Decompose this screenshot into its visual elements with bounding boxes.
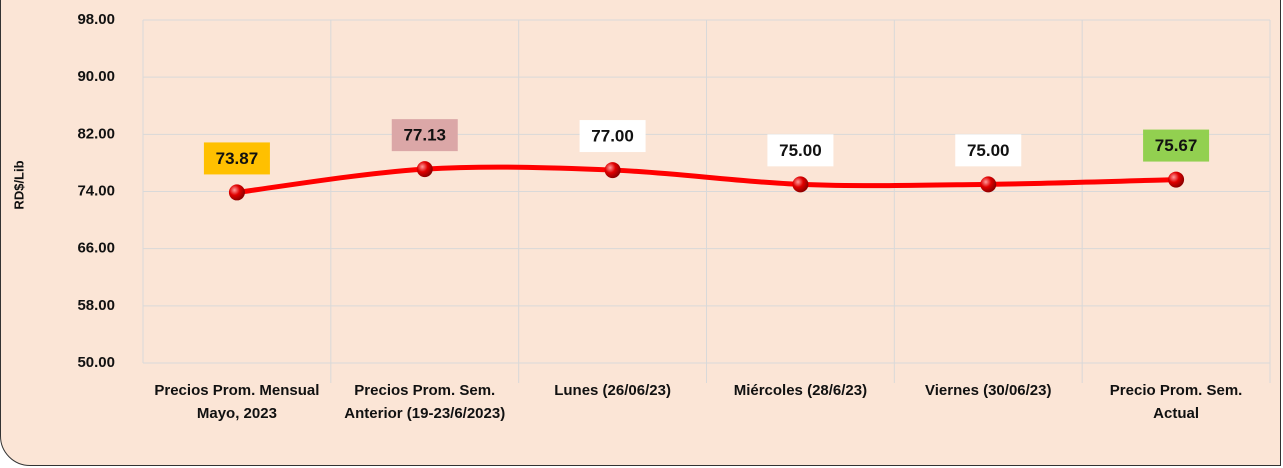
- data-label: 73.87: [216, 149, 259, 168]
- y-tick-label: 50.00: [77, 354, 115, 371]
- data-point: [604, 162, 621, 179]
- line: [234, 164, 1179, 195]
- data-label-box: [391, 119, 458, 152]
- y-tick-label: 58.00: [77, 297, 115, 314]
- y-tick-label: 66.00: [77, 240, 115, 257]
- x-tick-label: Lunes (26/06/23): [554, 382, 671, 399]
- data-point: [792, 176, 809, 193]
- data-label: 75.00: [967, 141, 1010, 160]
- data-point: [980, 176, 997, 193]
- x-tick-label: Precios Prom. Mensual Mayo, 2023: [154, 382, 320, 422]
- x-tick-label: Viernes (30/06/23): [925, 382, 1052, 399]
- data-label-box: [203, 142, 270, 175]
- x-tick-label: Miércoles (28/6/23): [733, 382, 868, 399]
- y-axis-title: RD$/Lib: [11, 160, 26, 209]
- data-point: [416, 161, 433, 178]
- data-label: 75.00: [779, 141, 822, 160]
- x-tick-label: Precios Prom. Sem. Anterior (19-23/6/202…: [344, 382, 506, 422]
- data-label: 77.00: [591, 127, 634, 146]
- y-tick-label: 90.00: [77, 68, 115, 85]
- data-label: 75.67: [1155, 136, 1198, 155]
- data-label-box: [955, 134, 1022, 167]
- x-tick-label: Precio Prom. Sem. Actual: [1109, 382, 1243, 422]
- data-point: [1168, 171, 1185, 188]
- y-tick-label: 98.00: [77, 11, 115, 28]
- y-tick-label: 82.00: [77, 125, 115, 142]
- y-tick-label: 74.00: [77, 182, 115, 199]
- data-label-box: [767, 134, 834, 167]
- data-point: [228, 184, 245, 201]
- data-label-box: [1143, 129, 1210, 162]
- data-label-box: [579, 120, 646, 153]
- data-label: 77.13: [403, 126, 446, 145]
